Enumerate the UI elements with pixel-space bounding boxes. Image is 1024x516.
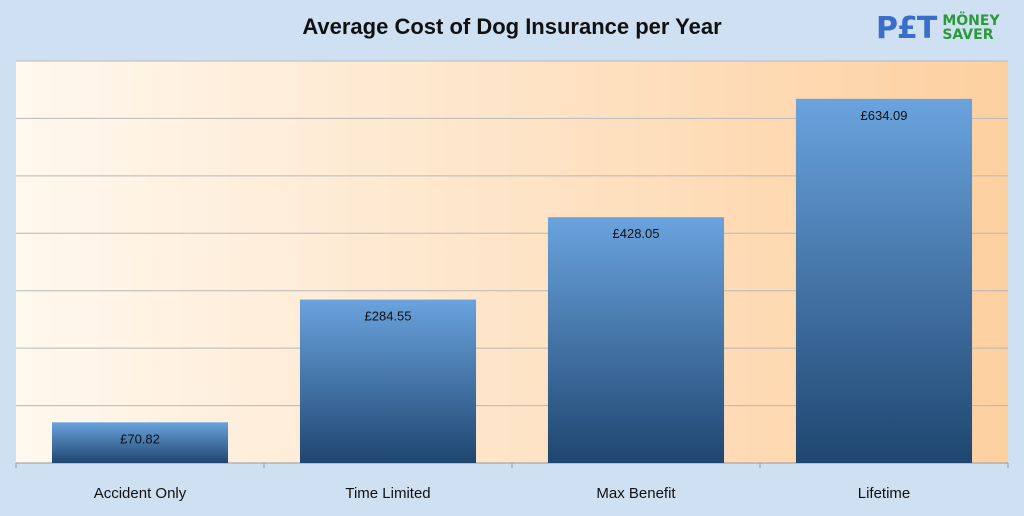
bar bbox=[299, 299, 477, 463]
bar bbox=[51, 422, 229, 463]
logo-pet-text: P£T bbox=[876, 10, 937, 46]
data-label: £70.82 bbox=[120, 431, 160, 446]
x-tick-label: Accident Only bbox=[94, 485, 187, 502]
data-label: £428.05 bbox=[613, 226, 660, 241]
x-tick-label: Lifetime bbox=[858, 485, 911, 502]
logo-saver: SAVER bbox=[942, 27, 994, 43]
bar bbox=[547, 217, 725, 463]
chart-title: Average Cost of Dog Insurance per Year bbox=[302, 14, 722, 39]
bar bbox=[795, 98, 973, 464]
x-tick-label: Max Benefit bbox=[596, 485, 676, 502]
logo-money: MÖNEY bbox=[942, 13, 1000, 29]
logo-money-saver-text: MÖNEY SAVER bbox=[942, 14, 999, 42]
data-label: £634.09 bbox=[861, 108, 908, 123]
data-label: £284.55 bbox=[365, 309, 412, 324]
pet-money-saver-logo: P£T MÖNEY SAVER bbox=[876, 8, 1000, 48]
x-tick-label: Time Limited bbox=[345, 485, 430, 502]
